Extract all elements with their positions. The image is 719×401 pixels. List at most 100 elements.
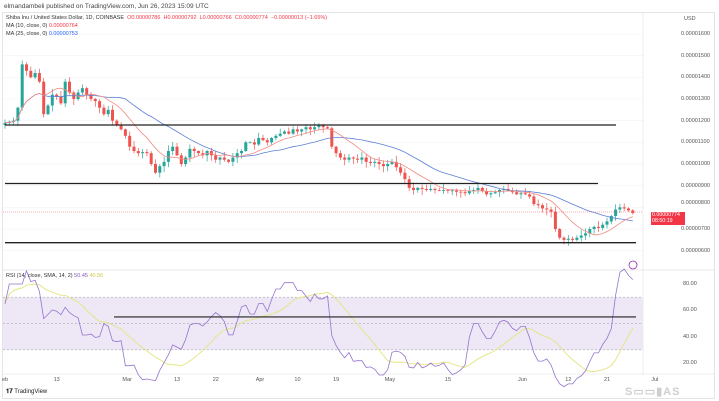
watermark-logo: S▭▭▮AS [625,386,681,398]
last-price: 0.00000774 [652,212,680,218]
candle-body [20,64,24,108]
candle-body [175,146,179,156]
candle-body [373,161,377,163]
ma10-legend[interactable]: MA (10, close, 0) 0.00000764 [6,23,78,29]
candle-body [80,88,84,93]
rsi-tick-label: 80.00 [683,281,697,287]
candle-body [261,138,265,141]
candle-body [111,109,114,121]
rsi-line [4,268,634,388]
candle-body [394,161,398,168]
candle-body [588,229,592,234]
candle-body [145,152,149,154]
candle-body [171,146,175,152]
candle-body [235,153,239,158]
candle-body [128,135,132,147]
candle-body [536,204,540,206]
candle-body [218,157,222,160]
candle-body [184,157,188,165]
rsi-tick-label: 60.00 [683,307,697,314]
candle-body [317,125,321,128]
rsi-tick-label: 40.00 [683,333,697,340]
candle-body [37,73,41,82]
candle-body [214,155,218,160]
ohlc-low: L0.00000766 [199,15,232,21]
time-tick-label: 10 [294,377,301,383]
candle-body [351,157,355,159]
candle-body [562,237,566,240]
candle-body [605,221,609,225]
candle-body [467,191,471,194]
symbol-legend: Shiba Inu / United States Dollar, 1D, CO… [6,15,327,21]
candle-body [334,146,338,154]
tradingview-logo[interactable]: 𝟏𝟕 TradingView [6,389,48,395]
candle-body [188,148,192,158]
rsi-label: RSI (14, close, SMA, 14, 2) [6,273,73,279]
candle-body [115,120,119,126]
candle-body [338,153,342,158]
candle-body [248,142,252,144]
candle-body [123,129,127,136]
candle-body [265,140,269,143]
candle-body [68,81,71,93]
candle-body [631,210,635,213]
candle-body [356,158,360,160]
time-tick-label: 13 [53,377,60,383]
candle-body [596,226,600,228]
candle-body [627,208,630,211]
price-tick-label: 0.00001000 [681,161,711,168]
rsi-legend[interactable]: RSI (14, close, SMA, 14, 2) 50.45 40.56 [6,273,103,279]
ohlc-open: O0.00000786 [127,15,161,21]
candle-body [549,209,553,212]
rsi-ma-line [4,283,634,372]
time-tick-label: Jun [518,377,527,383]
candle-body [132,146,136,152]
candle-body [141,152,145,154]
candle-body [85,88,89,95]
candle-body [42,81,46,115]
time-tick-label: Mar [122,377,132,383]
candle-body [16,107,20,121]
candle-body [575,237,579,240]
rsi-value: 50.45 [74,273,88,279]
candle-body [252,142,256,145]
price-tick-label: 0.00001400 [681,74,711,81]
candle-body [386,164,390,167]
candle-body [429,188,433,191]
candle-body [321,125,325,128]
chart-frame [2,12,715,399]
candle-body [192,148,196,152]
candle-body [489,193,493,195]
candle-body [308,127,312,130]
event-icon [628,260,638,270]
candle-body [390,161,394,165]
candle-body [63,81,67,104]
candle-body [381,164,385,167]
candle-body [313,127,317,130]
candle-body [609,216,613,222]
price-tick-label: 0.00000700 [681,226,711,233]
rsi-ma-value: 40.56 [89,273,104,279]
time-tick-label: 21 [604,377,611,383]
candle-body [528,194,532,197]
ohlc-close: C0.00000774 [234,15,268,21]
candle-body [622,207,626,209]
candle-body [558,229,562,238]
rsi-tick-label: 20.00 [683,360,697,366]
candle-body [420,187,424,189]
candle-body [601,224,605,228]
candle-body [553,211,557,230]
price-tick-label: 0.00001300 [681,96,711,102]
candle-body [33,73,37,78]
candle-body [231,157,235,162]
candle-body [523,193,527,195]
candle-body [244,142,248,152]
candle-body [459,191,463,193]
candle-body [270,138,274,143]
candle-body [532,196,536,205]
candle-body [476,187,480,191]
candle-body [136,151,140,154]
candle-body [614,209,618,217]
ma25-legend[interactable]: MA (25, close, 0) 0.00000753 [6,31,78,37]
